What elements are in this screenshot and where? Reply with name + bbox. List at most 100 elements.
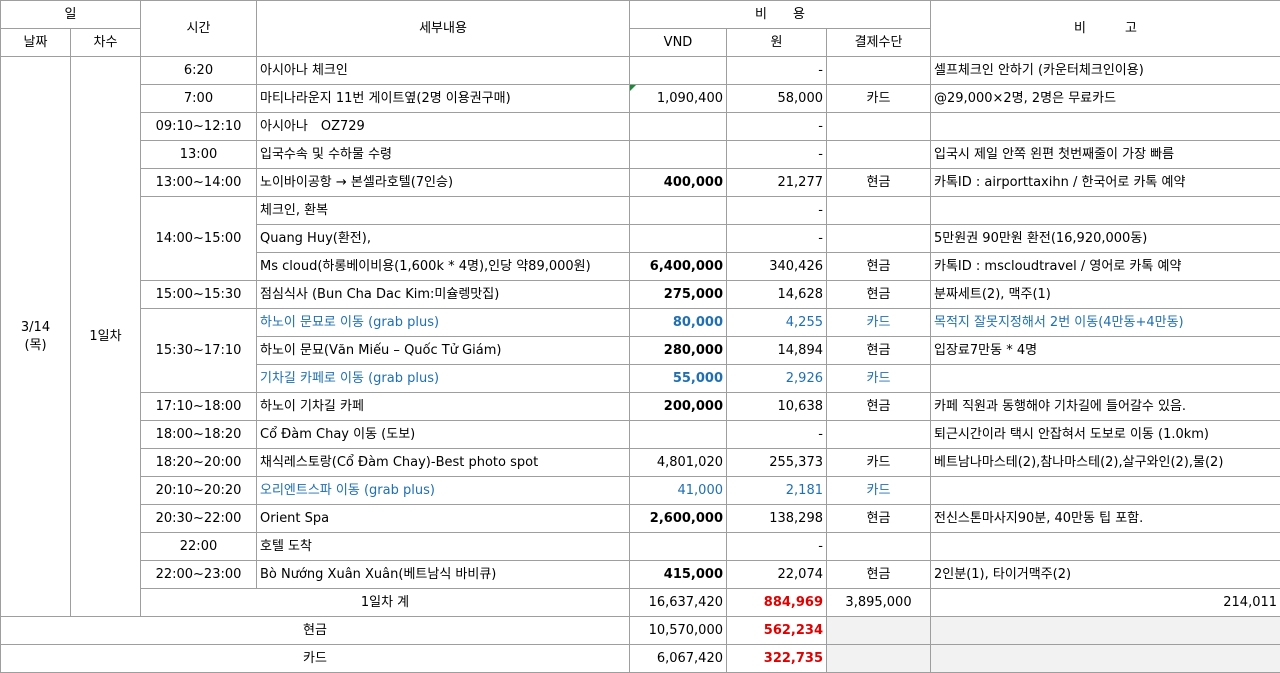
payment-cell[interactable]: 현금 xyxy=(827,169,931,197)
krw-cell[interactable]: - xyxy=(727,225,827,253)
detail-cell[interactable]: 하노이 문묘로 이동 (grab plus) xyxy=(257,309,630,337)
time-cell[interactable]: 22:00~23:00 xyxy=(141,561,257,589)
vnd-cell[interactable]: 1,090,400 xyxy=(630,85,727,113)
header-day-group[interactable]: 일 xyxy=(1,1,141,29)
note-cell[interactable]: 퇴근시간이라 택시 안잡혀서 도보로 이동 (1.0km) xyxy=(931,421,1280,449)
note-cell[interactable]: 카톡ID : airporttaxihn / 한국어로 카톡 예약 xyxy=(931,169,1280,197)
detail-cell[interactable]: 하노이 문묘(Văn Miếu – Quốc Tử Giám) xyxy=(257,337,630,365)
detail-cell[interactable]: 채식레스토랑(Cổ Đàm Chay)-Best photo spot xyxy=(257,449,630,477)
header-vnd[interactable]: VND xyxy=(630,29,727,57)
note-cell[interactable]: 목적지 잘못지정해서 2번 이동(4만동+4만동) xyxy=(931,309,1280,337)
vnd-cell[interactable]: 200,000 xyxy=(630,393,727,421)
note-cell[interactable]: 5만원권 90만원 환전(16,920,000동) xyxy=(931,225,1280,253)
header-krw[interactable]: 원 xyxy=(727,29,827,57)
time-cell[interactable]: 13:00 xyxy=(141,141,257,169)
date-cell[interactable]: 3/14 (목) xyxy=(1,57,71,617)
note-cell[interactable] xyxy=(931,113,1280,141)
detail-cell[interactable]: Bò Nướng Xuân Xuân(베트남식 바비큐) xyxy=(257,561,630,589)
payment-cell[interactable]: 현금 xyxy=(827,561,931,589)
header-cost-group[interactable]: 비 용 xyxy=(630,1,931,29)
time-cell[interactable]: 15:30~17:10 xyxy=(141,309,257,393)
vnd-cell[interactable] xyxy=(630,57,727,85)
vnd-cell[interactable] xyxy=(630,533,727,561)
time-cell[interactable]: 18:00~18:20 xyxy=(141,421,257,449)
payment-cell[interactable]: 카드 xyxy=(827,85,931,113)
krw-cell[interactable]: - xyxy=(727,533,827,561)
note-cell[interactable]: @29,000×2명, 2명은 무료카드 xyxy=(931,85,1280,113)
payment-cell[interactable] xyxy=(827,141,931,169)
header-detail[interactable]: 세부내용 xyxy=(257,1,630,57)
krw-cell[interactable]: - xyxy=(727,57,827,85)
vnd-cell[interactable]: 280,000 xyxy=(630,337,727,365)
krw-cell[interactable]: 4,255 xyxy=(727,309,827,337)
krw-cell[interactable]: - xyxy=(727,141,827,169)
vnd-cell[interactable] xyxy=(630,197,727,225)
detail-cell[interactable]: 아시아나 체크인 xyxy=(257,57,630,85)
note-cell[interactable]: 전신스톤마사지90분, 40만동 팁 포함. xyxy=(931,505,1280,533)
detail-cell[interactable]: 아시아나 OZ729 xyxy=(257,113,630,141)
detail-cell[interactable]: 점심식사 (Bun Cha Dac Kim:미슐렝맛집) xyxy=(257,281,630,309)
detail-cell[interactable]: 입국수속 및 수하물 수령 xyxy=(257,141,630,169)
payment-cell[interactable]: 현금 xyxy=(827,505,931,533)
payment-cell[interactable]: 카드 xyxy=(827,449,931,477)
note-cell[interactable]: 분짜세트(2), 맥주(1) xyxy=(931,281,1280,309)
note-cell[interactable]: 2인분(1), 타이거맥주(2) xyxy=(931,561,1280,589)
note-cell[interactable]: 입장료7만동 * 4명 xyxy=(931,337,1280,365)
header-payment[interactable]: 결제수단 xyxy=(827,29,931,57)
header-note[interactable]: 비 고 xyxy=(931,1,1280,57)
detail-cell[interactable]: 기차길 카페로 이동 (grab plus) xyxy=(257,365,630,393)
header-day-no[interactable]: 차수 xyxy=(71,29,141,57)
detail-cell[interactable]: 호텔 도착 xyxy=(257,533,630,561)
payment-cell[interactable]: 현금 xyxy=(827,281,931,309)
time-cell[interactable]: 09:10~12:10 xyxy=(141,113,257,141)
time-cell[interactable]: 18:20~20:00 xyxy=(141,449,257,477)
krw-cell[interactable]: 14,894 xyxy=(727,337,827,365)
card-total-krw[interactable]: 322,735 xyxy=(727,645,827,673)
krw-cell[interactable]: 138,298 xyxy=(727,505,827,533)
payment-cell[interactable] xyxy=(827,421,931,449)
day-total-payment[interactable]: 3,895,000 xyxy=(827,589,931,617)
payment-cell[interactable]: 현금 xyxy=(827,253,931,281)
header-time[interactable]: 시간 xyxy=(141,1,257,57)
vnd-cell[interactable] xyxy=(630,141,727,169)
cash-total-note[interactable] xyxy=(931,617,1280,645)
vnd-cell[interactable]: 415,000 xyxy=(630,561,727,589)
payment-cell[interactable] xyxy=(827,57,931,85)
time-cell[interactable]: 7:00 xyxy=(141,85,257,113)
krw-cell[interactable]: 2,926 xyxy=(727,365,827,393)
time-cell[interactable]: 17:10~18:00 xyxy=(141,393,257,421)
vnd-cell[interactable]: 2,600,000 xyxy=(630,505,727,533)
card-total-payment[interactable] xyxy=(827,645,931,673)
krw-cell[interactable]: 2,181 xyxy=(727,477,827,505)
payment-cell[interactable] xyxy=(827,113,931,141)
krw-cell[interactable]: 340,426 xyxy=(727,253,827,281)
vnd-cell[interactable]: 400,000 xyxy=(630,169,727,197)
payment-cell[interactable]: 현금 xyxy=(827,337,931,365)
vnd-cell[interactable]: 4,801,020 xyxy=(630,449,727,477)
vnd-cell[interactable]: 6,400,000 xyxy=(630,253,727,281)
note-cell[interactable]: 셀프체크인 안하기 (카운터체크인이용) xyxy=(931,57,1280,85)
payment-cell[interactable]: 카드 xyxy=(827,477,931,505)
note-cell[interactable] xyxy=(931,477,1280,505)
krw-cell[interactable]: 22,074 xyxy=(727,561,827,589)
payment-cell[interactable]: 카드 xyxy=(827,365,931,393)
vnd-cell[interactable]: 55,000 xyxy=(630,365,727,393)
detail-cell[interactable]: Quang Huy(환전), xyxy=(257,225,630,253)
day-total-krw[interactable]: 884,969 xyxy=(727,589,827,617)
detail-cell[interactable]: Orient Spa xyxy=(257,505,630,533)
time-cell[interactable]: 20:30~22:00 xyxy=(141,505,257,533)
day-label-cell[interactable]: 1일차 xyxy=(71,57,141,617)
detail-cell[interactable]: 마티나라운지 11번 게이트옆(2명 이용권구매) xyxy=(257,85,630,113)
detail-cell[interactable]: 노이바이공항 → 본셀라호텔(7인승) xyxy=(257,169,630,197)
card-total-vnd[interactable]: 6,067,420 xyxy=(630,645,727,673)
krw-cell[interactable]: 10,638 xyxy=(727,393,827,421)
time-cell[interactable]: 6:20 xyxy=(141,57,257,85)
detail-cell[interactable]: 오리엔트스파 이동 (grab plus) xyxy=(257,477,630,505)
day-total-note[interactable]: 214,011 xyxy=(931,589,1280,617)
detail-cell[interactable]: Cổ Đàm Chay 이동 (도보) xyxy=(257,421,630,449)
time-cell[interactable]: 15:00~15:30 xyxy=(141,281,257,309)
krw-cell[interactable]: 21,277 xyxy=(727,169,827,197)
krw-cell[interactable]: 255,373 xyxy=(727,449,827,477)
payment-cell[interactable]: 카드 xyxy=(827,309,931,337)
cash-total-krw[interactable]: 562,234 xyxy=(727,617,827,645)
